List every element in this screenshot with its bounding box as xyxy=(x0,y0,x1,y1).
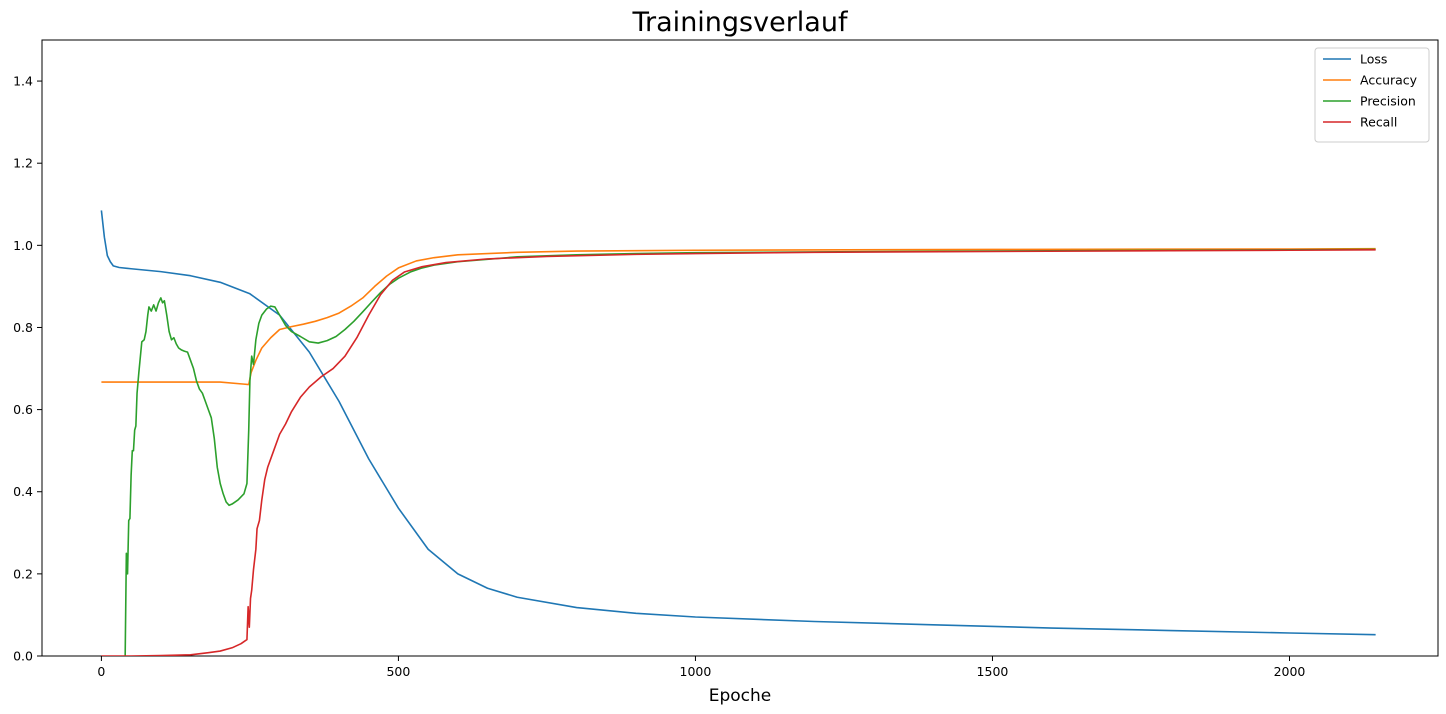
chart-title: Trainingsverlauf xyxy=(632,7,849,38)
legend: Loss Accuracy Precision Recall xyxy=(1314,47,1430,143)
x-tick-label: 0 xyxy=(97,664,105,679)
legend-label-recall: Recall xyxy=(1360,115,1397,130)
y-tick-label: 0.0 xyxy=(13,649,33,664)
series-line-loss xyxy=(100,210,1376,636)
plot-area xyxy=(41,39,1439,657)
y-tick-label: 1.4 xyxy=(13,74,33,89)
y-tick-label: 0.4 xyxy=(13,484,33,499)
y-tick-label: 0.8 xyxy=(13,320,33,335)
legend-box xyxy=(1314,47,1430,143)
x-tick-label: 2000 xyxy=(1274,664,1306,679)
y-tick-label: 1.0 xyxy=(13,238,33,253)
x-tick-label: 1500 xyxy=(977,664,1009,679)
x-tick-label: 1000 xyxy=(680,664,712,679)
y-axis: 0.0 0.2 0.4 0.6 0.8 1.0 1.2 1.4 xyxy=(13,74,42,664)
y-tick-label: 0.6 xyxy=(13,402,33,417)
series-layer xyxy=(100,210,1376,656)
series-line-precision xyxy=(124,248,1376,656)
x-tick-label: 500 xyxy=(386,664,410,679)
x-axis-label: Epoche xyxy=(709,686,772,706)
y-tick-label: 0.2 xyxy=(13,566,33,581)
series-line-recall xyxy=(101,249,1376,656)
x-axis: 0 500 1000 1500 2000 xyxy=(97,656,1305,679)
legend-label-precision: Precision xyxy=(1360,94,1416,109)
y-tick-label: 1.2 xyxy=(13,156,33,171)
legend-label-loss: Loss xyxy=(1360,52,1387,67)
legend-label-accuracy: Accuracy xyxy=(1360,73,1418,88)
